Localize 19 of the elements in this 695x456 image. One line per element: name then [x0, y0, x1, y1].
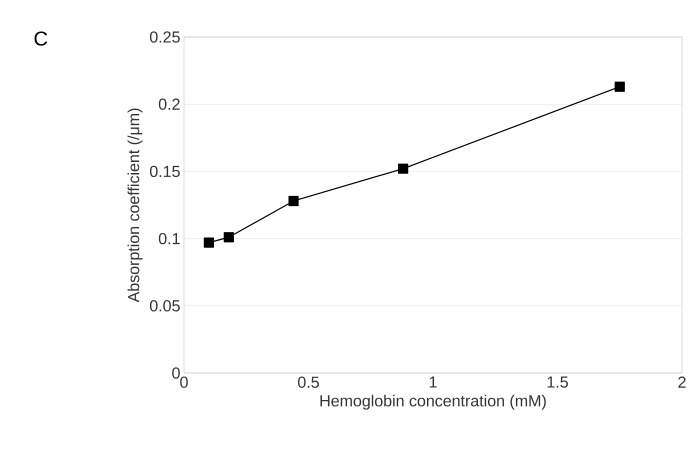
- point: [224, 232, 234, 242]
- x-tick-label: 0: [180, 376, 188, 388]
- x-axis-title: Hemoglobin concentration (mM): [320, 394, 546, 410]
- chart-title: C: [34, 32, 48, 46]
- point: [288, 196, 299, 206]
- x-tick-label: 0.5: [298, 376, 319, 388]
- y-tick-label: 0.05: [150, 300, 180, 312]
- y-tick-label: 0.2: [158, 98, 180, 110]
- x-tick-label: 1.5: [548, 376, 568, 388]
- point: [204, 238, 214, 248]
- y-axis-title: Absorption coefficient (/μm): [128, 108, 142, 302]
- x-tick-label: 2: [678, 376, 686, 388]
- y-tick-label: 0.1: [158, 232, 180, 244]
- y-tick-label: 0.15: [150, 166, 180, 178]
- point: [614, 82, 625, 92]
- point: [398, 164, 408, 174]
- x-tick-label: 1: [430, 376, 437, 388]
- y-tick-label: 0.25: [150, 31, 180, 43]
- y-tick-label: 0: [172, 367, 180, 379]
